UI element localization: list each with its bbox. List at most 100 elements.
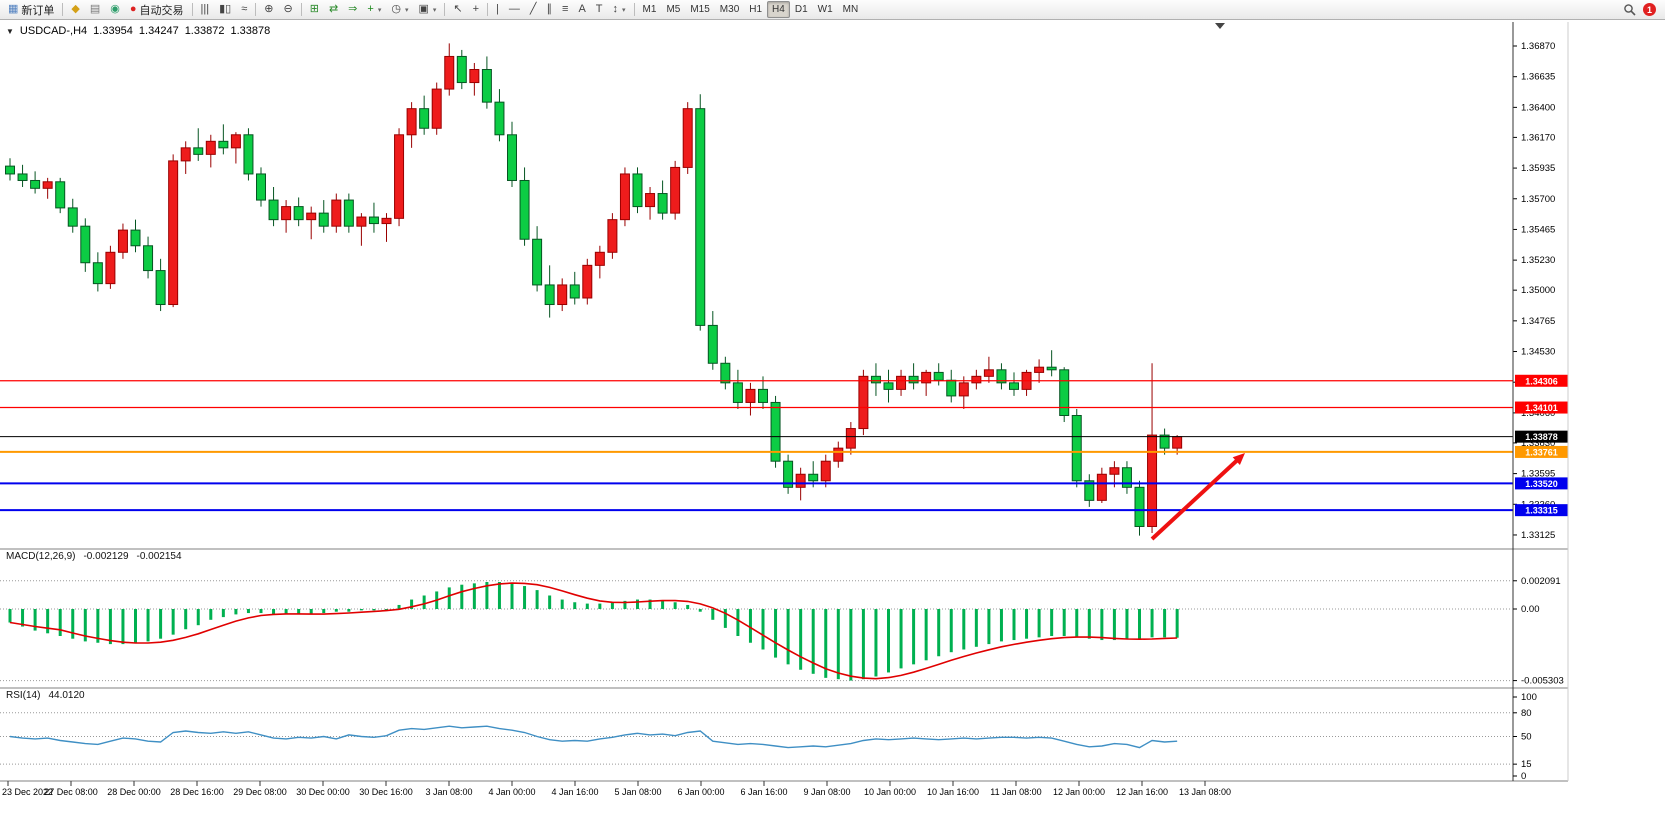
candle-down [1084,480,1095,501]
price-axis-label: 1.35230 [1521,255,1555,266]
fibonacci-button[interactable]: ≡ [557,1,573,18]
candle-up [394,134,405,219]
macd-histogram-bar [899,609,903,669]
toolbar: ▦ 新订单 ◆ ▤ ◉ ● 自动交易 ||| ▮▯ ≈ ⊕ ⊖ ⊞ ⇄ ⇒ + ▾ ◷ ▾ ▣ ▾ ↖ + | — ╱ ∥ ≡ A T ↕ ▾… [0,0,1665,20]
macd-histogram-bar [686,604,690,609]
price-chart-canvas[interactable]: 1.36870 1.36635 1.36400 1.36170 1.35935 1.357… [0,20,1665,828]
timeframe-m30-label: M30 [719,4,740,15]
text-button[interactable]: A [573,1,590,18]
macd-signal-line [9,582,1178,680]
macd-histogram-bar [83,609,87,642]
bar-chart-button[interactable]: ||| [196,1,215,18]
search-icon[interactable] [1623,3,1637,17]
equidistant-channel-button[interactable]: ∥ [542,1,558,18]
tile-windows-button[interactable]: ⊞ [305,1,324,18]
vertical-line-button[interactable]: | [491,1,504,18]
buy-signal-arrow[interactable] [1150,457,1240,541]
timeframe-m30-button[interactable]: M30 [715,1,744,18]
candle-down [1121,467,1132,488]
macd-histogram-bar [121,609,125,645]
macd-histogram-bar [359,609,363,611]
line-chart-button[interactable]: ≈ [236,1,252,18]
zoom-out-button[interactable]: ⊖ [279,1,298,18]
timeframe-h1-button[interactable]: H1 [744,1,767,18]
toolbar-separator [255,3,257,16]
zoom-in-button[interactable]: ⊕ [259,1,278,18]
price-axis-label: 1.33125 [1521,530,1555,541]
macd-histogram-bar [610,602,614,609]
candle-up [1172,436,1183,449]
candle-down [130,229,141,247]
candle-up [381,217,392,225]
equidistant-channel-icon: ∥ [546,3,553,15]
candle-up [444,55,455,90]
text-label-button[interactable]: T [591,1,608,18]
macd-label: MACD(12,26,9) -0.002129 -0.002154 [6,551,182,562]
periods-button[interactable]: ◷ ▾ [386,1,413,18]
cursor-button[interactable]: ↖ [448,1,467,18]
candle-up [971,375,982,384]
time-axis-label: 13 Jan 08:00 [1179,787,1231,797]
candle-down [569,284,580,299]
new-order-icon: ▦ [8,3,19,15]
candle-down [343,199,354,227]
arrows-button[interactable]: ↕ ▾ [608,1,631,18]
trendline-button[interactable]: ╱ [525,1,542,18]
candle-up [983,369,994,377]
candle-down [494,101,505,136]
auto-scroll-button[interactable]: ⇄ [324,1,343,18]
macd-histogram-bar [987,609,991,645]
timeframe-h4-button[interactable]: H4 [767,1,790,18]
timeframe-w1-button[interactable]: W1 [813,1,838,18]
candle-down [256,173,266,201]
candle-down [155,270,166,306]
timeframe-m1-button[interactable]: M1 [638,1,662,18]
candle-down [870,375,881,384]
time-axis-label: 10 Jan 16:00 [927,787,979,797]
candle-up [331,199,342,227]
pivot-line-orange-tag-label: 1.33761 [1525,447,1558,457]
candle-down [80,225,91,264]
auto-trading-button[interactable]: ● 自动交易 [125,1,189,18]
support-line-lower-tag [1515,504,1568,517]
macd-histogram-bar [297,609,301,615]
notification-badge[interactable]: 1 [1643,3,1656,16]
chart-shift-button[interactable]: ⇒ [343,1,362,18]
macd-histogram-bar [422,595,426,609]
candle-down [808,473,819,482]
chart-open-value: 1.33954 [93,25,133,37]
candlestick-chart-button[interactable]: ▮▯ [214,1,236,18]
time-axis-label: 4 Jan 16:00 [551,787,598,797]
templates-button[interactable]: ▣ ▾ [413,1,441,18]
new-chart-button[interactable]: + ▾ [362,1,386,18]
timeframe-m15-button[interactable]: M15 [685,1,714,18]
print-button[interactable]: ▤ [85,1,105,18]
candle-down [519,179,530,240]
macd-histogram-bar [1112,609,1116,641]
candle-down [695,108,706,326]
time-axis-label: 23 Dec 2022 [2,787,53,797]
crosshair-button[interactable]: + [468,1,484,18]
rsi-axis-label: 80 [1521,708,1532,719]
new-chart-icon: + [367,3,374,15]
news-button[interactable]: ◉ [105,1,125,18]
candle-down [933,371,944,381]
horizontal-line-button[interactable]: — [504,1,525,18]
templates-icon: ▣ [418,3,429,15]
signals-button[interactable]: ◆ [66,1,84,18]
macd-histogram-bar [949,609,953,653]
macd-histogram-bar [46,609,50,634]
expand-arrow-icon[interactable]: ▼ [6,26,14,36]
resistance-line-upper-tag-label: 1.34306 [1525,376,1558,386]
macd-histogram-bar [648,599,652,609]
candle-down [268,199,279,221]
timeframe-m5-button[interactable]: M5 [661,1,685,18]
time-axis-label: 12 Jan 00:00 [1053,787,1105,797]
timeframe-mn-button[interactable]: MN [838,1,864,18]
price-axis-label: 1.35700 [1521,194,1555,205]
macd-histogram-bar [171,609,175,635]
new-order-button[interactable]: ▦ 新订单 [3,1,59,18]
candle-down [532,238,543,286]
dropdown-arrow-icon: ▾ [622,6,626,14]
timeframe-d1-button[interactable]: D1 [790,1,813,18]
